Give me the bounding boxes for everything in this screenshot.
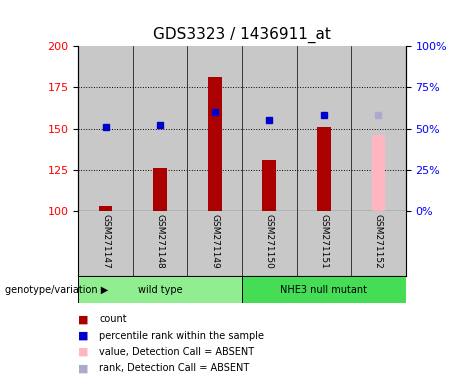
Bar [208,78,222,211]
Text: percentile rank within the sample: percentile rank within the sample [99,331,264,341]
Text: NHE3 null mutant: NHE3 null mutant [280,285,367,295]
Bar [133,46,188,211]
Bar [262,160,276,211]
Bar [242,276,406,303]
Bar [154,168,167,211]
Text: GSM271148: GSM271148 [156,214,165,269]
Bar [351,46,406,211]
Text: count: count [99,314,127,324]
Text: GSM271150: GSM271150 [265,214,274,269]
Text: genotype/variation ▶: genotype/variation ▶ [5,285,108,295]
Text: GSM271147: GSM271147 [101,214,110,269]
Text: GSM271152: GSM271152 [374,214,383,269]
Title: GDS3323 / 1436911_at: GDS3323 / 1436911_at [153,27,331,43]
Text: wild type: wild type [138,285,183,295]
Bar [372,135,385,211]
Text: ■: ■ [78,331,89,341]
Bar [99,206,112,211]
Text: value, Detection Call = ABSENT: value, Detection Call = ABSENT [99,347,254,357]
Text: ■: ■ [78,363,89,373]
Bar [78,46,133,211]
Text: ■: ■ [78,314,89,324]
Text: ■: ■ [78,347,89,357]
Bar [78,276,242,303]
Text: GSM271151: GSM271151 [319,214,328,269]
Bar [242,46,296,211]
Bar [296,46,351,211]
Bar [188,46,242,211]
Bar [317,127,331,211]
Text: rank, Detection Call = ABSENT: rank, Detection Call = ABSENT [99,363,249,373]
Text: GSM271149: GSM271149 [210,214,219,269]
